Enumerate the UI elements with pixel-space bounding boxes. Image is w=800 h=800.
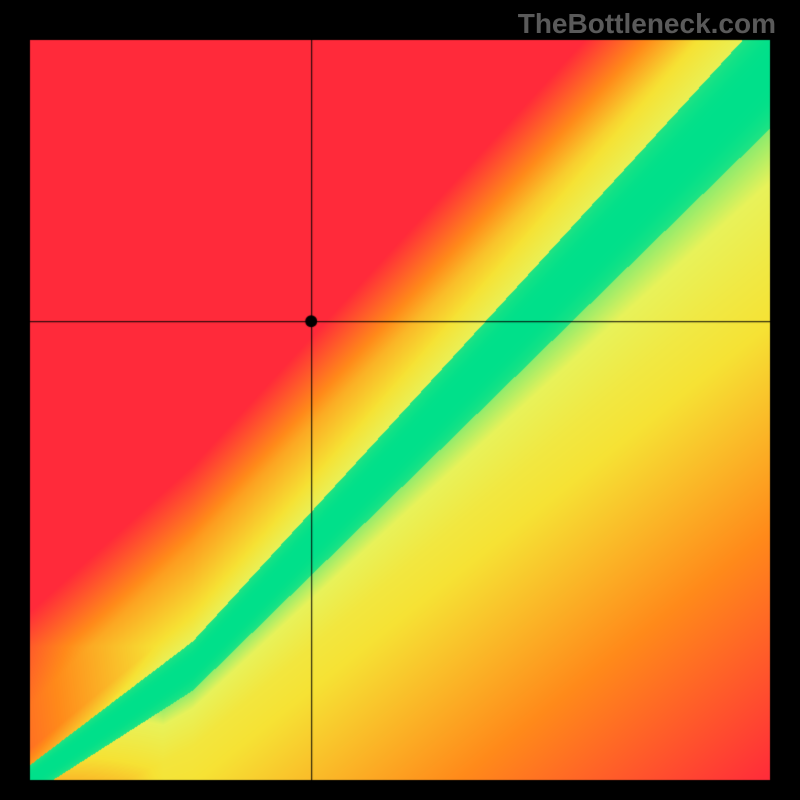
chart-container: TheBottleneck.com (0, 0, 800, 800)
watermark-text: TheBottleneck.com (518, 8, 776, 40)
bottleneck-heatmap (0, 0, 800, 800)
